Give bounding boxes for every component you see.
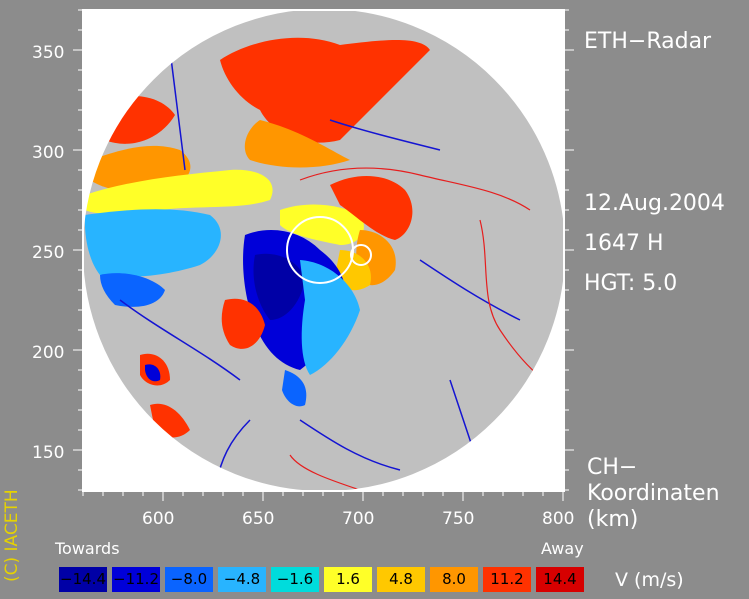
axis-ticks <box>73 9 574 501</box>
x-tick-label: 800 <box>542 509 575 529</box>
legend-towards-label: Towards <box>55 539 120 558</box>
x-tick-label: 650 <box>242 509 275 529</box>
height-label: HGT: 5.0 <box>584 271 678 296</box>
legend-swatch: 14.4 <box>536 567 584 592</box>
legend-swatch: −4.8 <box>218 567 266 592</box>
legend-unit-label: V (m/s) <box>615 569 684 591</box>
legend-swatch: −1.6 <box>271 567 319 592</box>
legend-swatch: 4.8 <box>377 567 425 592</box>
echo-lightblue-south <box>300 260 360 375</box>
coords-label-line2: Koordinaten <box>587 481 720 506</box>
y-tick-label: 150 <box>32 443 65 463</box>
y-tick-label: 350 <box>32 43 65 63</box>
echo-yellow-east <box>335 250 371 291</box>
radar-title: ETH−Radar <box>584 29 712 54</box>
legend-swatch: −8.0 <box>165 567 213 592</box>
legend-swatch: 1.6 <box>324 567 372 592</box>
legend-swatch: −11.2 <box>112 567 160 592</box>
y-tick-label: 300 <box>32 143 65 163</box>
legend-swatch: −14.4 <box>59 567 107 592</box>
echo-red-southwest <box>221 298 265 349</box>
echo-yellow-center <box>280 204 364 245</box>
x-tick-label: 700 <box>342 509 375 529</box>
echo-navy-core <box>253 253 305 320</box>
velocity-echoes <box>84 37 561 491</box>
time-label: 1647 H <box>584 231 664 256</box>
legend-away-label: Away <box>541 539 584 558</box>
coords-label-line1: CH− <box>587 455 638 480</box>
copyright-label: (C) IACETH <box>2 489 22 582</box>
river-lines <box>119 49 521 491</box>
echo-blue-south <box>282 370 307 407</box>
y-tick-label: 200 <box>32 343 65 363</box>
echo-orange-north <box>244 120 350 168</box>
legend-swatch: 8.0 <box>430 567 478 592</box>
date-label: 12.Aug.2004 <box>584 191 725 216</box>
echo-yellow-band <box>85 169 273 214</box>
x-tick-label: 750 <box>442 509 475 529</box>
radar-range-disc <box>83 10 564 491</box>
echo-lightblue-west <box>84 209 221 277</box>
x-tick-label: 600 <box>142 509 175 529</box>
echo-blue-southwest <box>145 364 161 382</box>
legend-swatch: 11.2 <box>483 567 531 592</box>
coords-label-line3: (km) <box>587 507 639 532</box>
y-tick-label: 250 <box>32 243 65 263</box>
echo-red-east <box>330 175 413 240</box>
site-marker-ring <box>350 244 372 266</box>
echo-red-north <box>220 37 430 143</box>
echo-blue-west <box>100 273 165 307</box>
